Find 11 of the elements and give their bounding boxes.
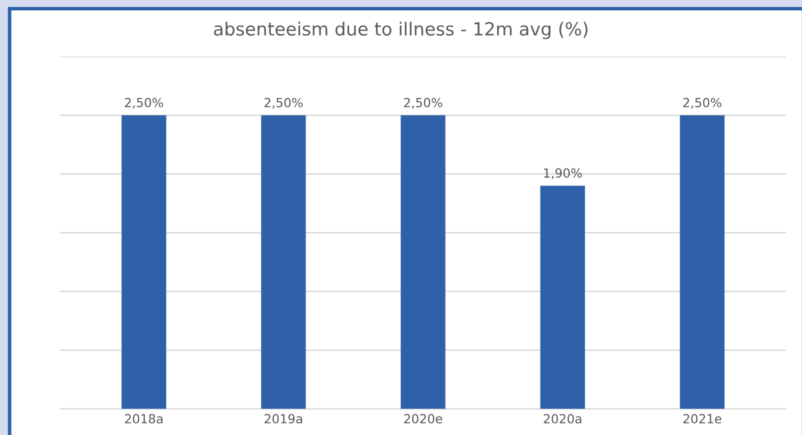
- x-tick-label: 2021e: [683, 414, 722, 424]
- data-label: 2,50%: [683, 98, 722, 109]
- data-label: 2,50%: [124, 98, 164, 109]
- data-label: 1,90%: [544, 168, 582, 180]
- x-tick-label: 2019a: [264, 414, 302, 424]
- data-label: 2,50%: [264, 98, 303, 109]
- x-tick-label: 2020a: [544, 414, 582, 424]
- data-label: 2,50%: [404, 98, 442, 109]
- x-tick-label: 2018a: [125, 414, 162, 424]
- x-tick-label: 2020e: [404, 414, 442, 424]
- chart-title: absenteeism due to illness - 12m avg (%): [214, 22, 588, 40]
